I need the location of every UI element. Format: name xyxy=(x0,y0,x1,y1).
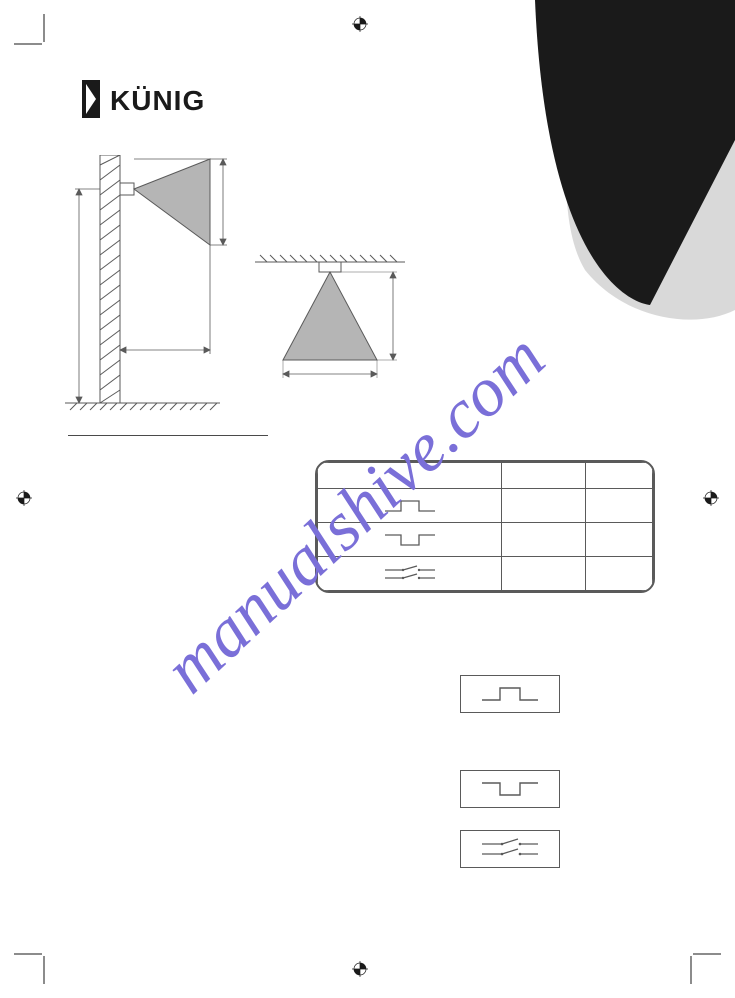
symbol-pulse-high xyxy=(460,675,560,713)
symbol-pulse-low xyxy=(460,770,560,808)
brand-text: KÜNIG xyxy=(110,85,205,116)
mounting-diagrams xyxy=(65,155,405,415)
table-header-2 xyxy=(502,463,586,489)
symbol-switch-lines xyxy=(460,830,560,868)
table-row-3-col2 xyxy=(502,557,586,591)
table-header-3 xyxy=(586,463,653,489)
table-row-3-symbol xyxy=(318,557,502,591)
table-row-1-col3 xyxy=(586,489,653,523)
brand-logo: KÜNIG xyxy=(82,78,262,125)
crop-mark-br xyxy=(679,942,721,984)
reg-mark-top xyxy=(352,16,368,37)
table-row-1-col2 xyxy=(502,489,586,523)
table-row-1-symbol xyxy=(318,489,502,523)
table-header-1 xyxy=(318,463,502,489)
section-divider xyxy=(68,435,268,436)
corner-decoration xyxy=(415,0,735,400)
reg-mark-right xyxy=(703,490,719,511)
crop-mark-bl xyxy=(14,942,56,984)
reg-mark-left xyxy=(16,490,32,511)
crop-mark-tl xyxy=(14,14,56,56)
reg-mark-bottom xyxy=(352,961,368,982)
table-row-2-col3 xyxy=(586,523,653,557)
table-row-3-col3 xyxy=(586,557,653,591)
output-mode-table xyxy=(315,460,655,593)
table-row-2-col2 xyxy=(502,523,586,557)
ceiling-mount-diagram xyxy=(255,255,405,378)
table-row-2-symbol xyxy=(318,523,502,557)
wall-mount-diagram xyxy=(65,155,227,410)
